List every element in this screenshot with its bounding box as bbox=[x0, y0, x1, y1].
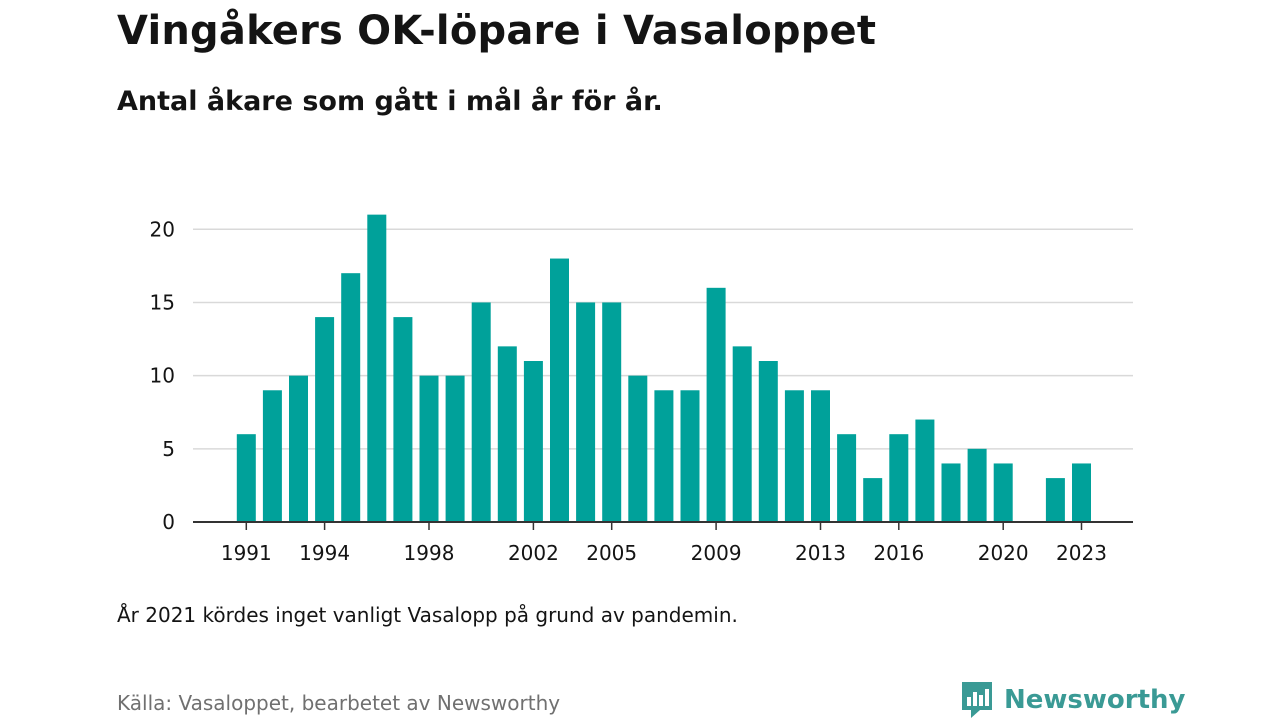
bar-2000 bbox=[471, 302, 491, 522]
bar-2004 bbox=[576, 302, 596, 522]
source-text: Källa: Vasaloppet, bearbetet av Newswort… bbox=[117, 691, 561, 715]
bar-2016 bbox=[889, 434, 909, 522]
bar-1999 bbox=[445, 375, 465, 522]
bar-2002 bbox=[523, 361, 543, 522]
x-tick-label: 2020 bbox=[978, 541, 1029, 565]
chart-subtitle: Antal åkare som gått i mål år för år. bbox=[117, 86, 663, 117]
bar-2010 bbox=[732, 346, 752, 522]
bar-2015 bbox=[863, 478, 883, 522]
x-tick-label: 2002 bbox=[508, 541, 559, 565]
x-tick-label: 2009 bbox=[691, 541, 742, 565]
bar-2019 bbox=[967, 448, 987, 522]
bar-2020 bbox=[993, 463, 1013, 522]
bar-1994 bbox=[315, 317, 335, 522]
bar-2017 bbox=[915, 419, 935, 522]
x-tick-label: 2016 bbox=[873, 541, 924, 565]
x-tick-label: 1994 bbox=[299, 541, 350, 565]
bar-chart: 0 5 10 15 20 1991 1994 1998 2002 2005 2009 2013 2016… bbox=[150, 214, 1133, 565]
x-tick-label: 2005 bbox=[586, 541, 637, 565]
bar-2013 bbox=[811, 390, 830, 522]
x-tick-label: 1998 bbox=[404, 541, 455, 565]
x-tick-label: 2023 bbox=[1056, 541, 1107, 565]
bar-2012 bbox=[784, 390, 804, 522]
y-tick-label: 5 bbox=[162, 437, 175, 461]
bar-2007 bbox=[654, 390, 674, 522]
y-tick-label: 0 bbox=[162, 510, 175, 534]
bar-2001 bbox=[497, 346, 517, 522]
bar-1991 bbox=[236, 434, 256, 522]
bar-2014 bbox=[837, 434, 857, 522]
bar-1993 bbox=[289, 375, 308, 522]
x-tick-label: 2013 bbox=[795, 541, 846, 565]
bar-1998 bbox=[419, 375, 439, 522]
bar-2008 bbox=[680, 390, 700, 522]
chart-note: År 2021 kördes inget vanligt Vasalopp på… bbox=[117, 603, 738, 627]
newsworthy-logo-icon bbox=[962, 682, 992, 718]
bar-1995 bbox=[341, 273, 361, 522]
y-tick-label: 20 bbox=[150, 217, 175, 241]
bar-1992 bbox=[262, 390, 282, 522]
y-tick-label: 10 bbox=[150, 364, 175, 388]
y-tick-label: 15 bbox=[150, 290, 175, 314]
bar-2009 bbox=[706, 287, 726, 522]
brand-logo: Newsworthy bbox=[960, 680, 1185, 720]
x-tick-label: 1991 bbox=[221, 541, 272, 565]
bar-1997 bbox=[393, 317, 413, 522]
bar-2011 bbox=[758, 361, 778, 522]
brand-name: Newsworthy bbox=[1004, 685, 1186, 715]
bar-2003 bbox=[550, 258, 569, 522]
chart-title: Vingåkers OK-löpare i Vasaloppet bbox=[117, 8, 877, 54]
bar-2023 bbox=[1072, 463, 1091, 522]
bar-1996 bbox=[367, 214, 387, 523]
bar-2018 bbox=[941, 463, 961, 522]
bar-2006 bbox=[628, 375, 648, 522]
bar-2005 bbox=[602, 302, 622, 522]
bar-2022 bbox=[1045, 478, 1065, 522]
